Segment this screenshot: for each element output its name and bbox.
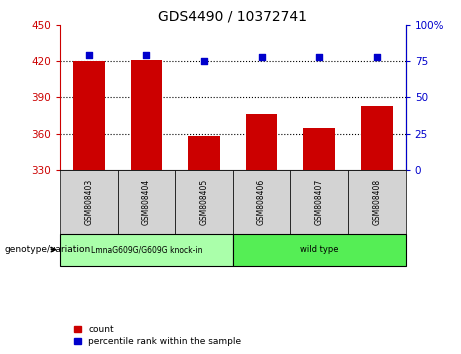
Point [142,52,150,58]
Text: genotype/variation: genotype/variation [5,245,91,254]
Bar [348,170,406,234]
Bar [246,114,278,170]
Bar [303,127,335,170]
Bar [60,234,233,266]
Bar [118,170,175,234]
Point [200,58,207,64]
Bar [73,61,105,170]
Bar [361,106,393,170]
Point [85,52,92,58]
Text: GSM808403: GSM808403 [84,179,93,225]
Title: GDS4490 / 10372741: GDS4490 / 10372741 [158,10,307,24]
Text: GSM808405: GSM808405 [200,179,208,225]
Bar [290,170,348,234]
Point [373,54,381,59]
Point [258,54,266,59]
Text: wild type: wild type [300,245,338,254]
Bar [233,170,290,234]
Bar [175,170,233,234]
Text: LmnaG609G/G609G knock-in: LmnaG609G/G609G knock-in [91,245,202,254]
Bar [60,170,118,234]
Legend: count, percentile rank within the sample: count, percentile rank within the sample [74,325,241,346]
Text: GSM808408: GSM808408 [372,179,381,225]
Bar [188,136,220,170]
Point [315,54,323,59]
Bar [130,60,162,170]
Text: GSM808406: GSM808406 [257,179,266,225]
Bar [233,234,406,266]
Text: GSM808404: GSM808404 [142,179,151,225]
Text: GSM808407: GSM808407 [315,179,324,225]
